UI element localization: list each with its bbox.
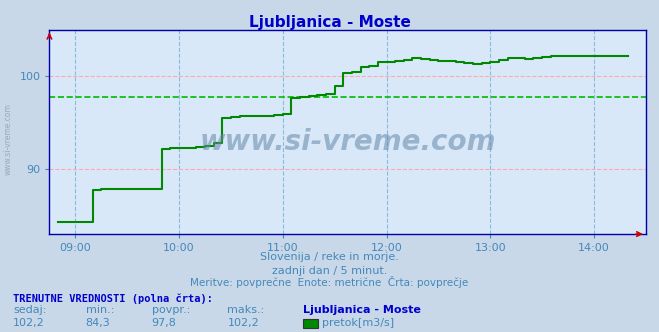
Text: www.si-vreme.com: www.si-vreme.com xyxy=(200,128,496,156)
Text: Meritve: povprečne  Enote: metrične  Črta: povprečje: Meritve: povprečne Enote: metrične Črta:… xyxy=(190,276,469,288)
Text: sedaj:: sedaj: xyxy=(13,305,47,315)
Text: Slovenija / reke in morje.: Slovenija / reke in morje. xyxy=(260,252,399,262)
Text: maks.:: maks.: xyxy=(227,305,265,315)
Text: 97,8: 97,8 xyxy=(152,318,177,328)
Text: Ljubljanica - Moste: Ljubljanica - Moste xyxy=(303,305,421,315)
Text: 102,2: 102,2 xyxy=(13,318,45,328)
Text: Ljubljanica - Moste: Ljubljanica - Moste xyxy=(248,15,411,30)
Text: 102,2: 102,2 xyxy=(227,318,259,328)
Text: povpr.:: povpr.: xyxy=(152,305,190,315)
Text: min.:: min.: xyxy=(86,305,114,315)
Text: pretok[m3/s]: pretok[m3/s] xyxy=(322,318,393,328)
Text: zadnji dan / 5 minut.: zadnji dan / 5 minut. xyxy=(272,266,387,276)
Text: 84,3: 84,3 xyxy=(86,318,111,328)
Text: www.si-vreme.com: www.si-vreme.com xyxy=(3,104,13,175)
Text: TRENUTNE VREDNOSTI (polna črta):: TRENUTNE VREDNOSTI (polna črta): xyxy=(13,293,213,304)
